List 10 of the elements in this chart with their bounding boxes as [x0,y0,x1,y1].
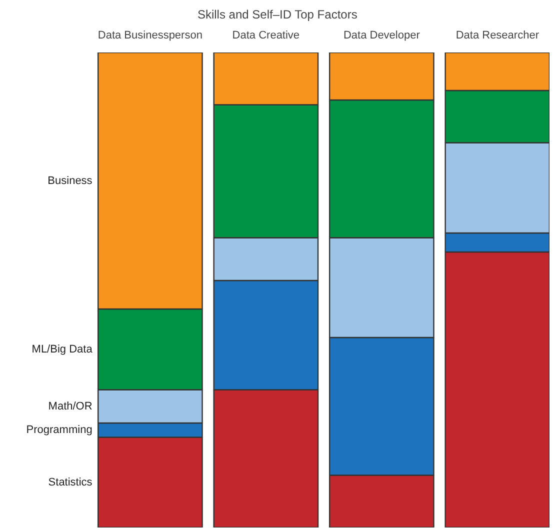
x-tick-label: Data Businessperson [98,30,202,42]
x-tick-label: Data Researcher [456,30,540,42]
chart-title: Skills and Self–ID Top Factors [197,8,358,22]
series-label: Programming [26,424,92,436]
series-label: Math/OR [48,400,92,412]
x-tick-label: Data Creative [232,30,300,42]
x-tick-label: Data Developer [343,30,420,42]
series-label: Business [48,174,93,187]
series-label: ML/Big Data [32,343,94,356]
series-label: Statistics [48,476,93,488]
